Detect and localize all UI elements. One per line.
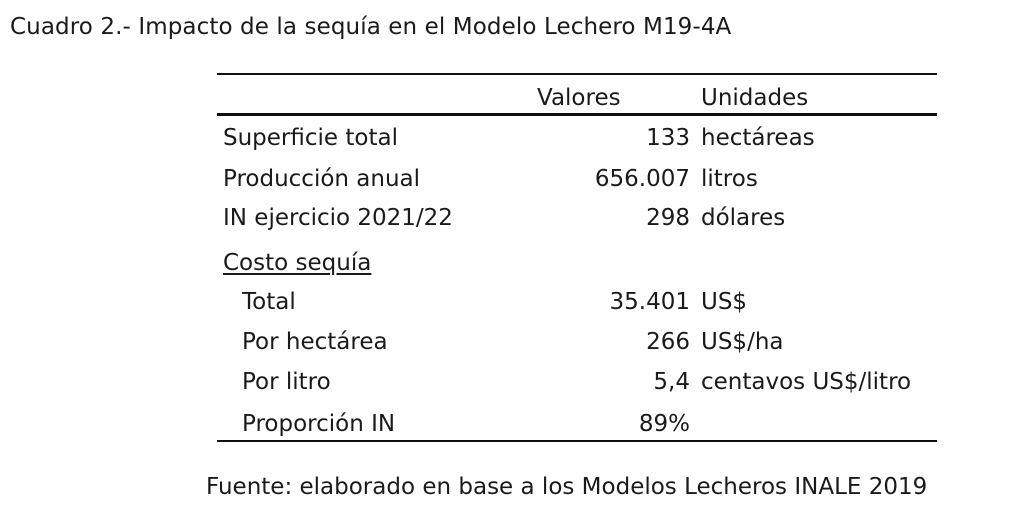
table-bottom-rule — [217, 440, 937, 442]
row-value-total: 35.401 — [609, 289, 690, 315]
header-units: Unidades — [701, 85, 809, 111]
table-title: Cuadro 2.- Impacto de la sequía en el Mo… — [10, 14, 732, 40]
row-label-produccion-anual: Producción anual — [223, 166, 421, 192]
row-value-proporcion-in: 89% — [638, 411, 690, 437]
row-unit-produccion-anual: litros — [701, 166, 758, 192]
row-value-produccion-anual: 656.007 — [594, 166, 690, 192]
table-top-rule — [217, 73, 937, 75]
source-note: Fuente: elaborado en base a los Modelos … — [206, 474, 928, 500]
table-header-rule — [217, 113, 937, 116]
row-unit-por-litro: centavos US$/litro — [701, 369, 912, 395]
row-label-in-ejercicio: IN ejercicio 2021/22 — [223, 205, 453, 231]
row-unit-in-ejercicio: dólares — [701, 205, 786, 231]
row-unit-superficie-total: hectáreas — [701, 125, 815, 151]
row-label-por-litro: Por litro — [242, 369, 331, 395]
section-label-costo-sequia: Costo sequía — [223, 250, 372, 276]
row-label-por-hectarea: Por hectárea — [242, 329, 388, 355]
row-label-superficie-total: Superficie total — [223, 125, 398, 151]
row-value-superficie-total: 133 — [646, 125, 690, 151]
row-unit-por-hectarea: US$/ha — [701, 329, 784, 355]
row-label-total: Total — [242, 289, 296, 315]
row-value-por-litro: 5,4 — [653, 369, 690, 395]
row-value-in-ejercicio: 298 — [646, 205, 690, 231]
row-value-por-hectarea: 266 — [646, 329, 690, 355]
row-unit-total: US$ — [701, 289, 748, 315]
header-values: Valores — [537, 85, 621, 111]
row-label-proporcion-in: Proporción IN — [242, 411, 396, 437]
